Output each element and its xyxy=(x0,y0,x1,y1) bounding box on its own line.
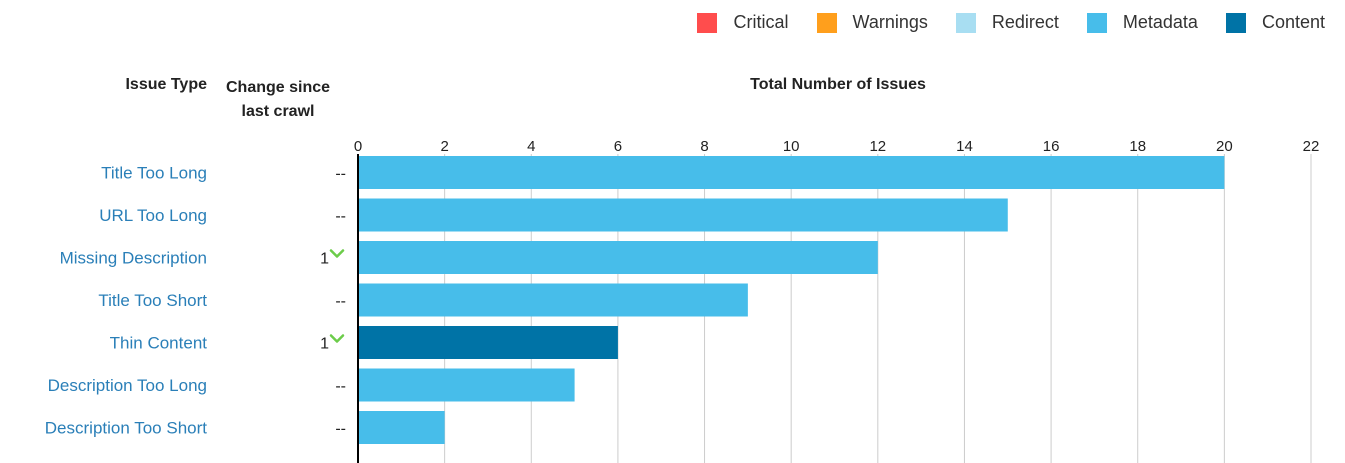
bar[interactable] xyxy=(358,368,575,402)
legend-item-redirect[interactable]: Redirect xyxy=(955,12,1059,33)
x-tick-label: 2 xyxy=(440,138,448,155)
issue-type-link[interactable]: Description Too Short xyxy=(45,419,207,438)
x-tick-label: 6 xyxy=(614,138,622,155)
change-value: -- xyxy=(335,293,346,310)
bar[interactable] xyxy=(358,326,618,359)
change-value: -- xyxy=(335,208,346,225)
issue-type-header: Issue Type xyxy=(125,76,207,93)
legend-swatch xyxy=(955,12,976,33)
change-header-line2: last crawl xyxy=(241,103,315,120)
x-tick-label: 20 xyxy=(1216,138,1233,155)
legend-label: Metadata xyxy=(1122,12,1198,32)
legend-label: Warnings xyxy=(852,12,928,32)
x-tick-label: 0 xyxy=(354,138,362,155)
change-value: -- xyxy=(335,166,346,183)
issue-type-link[interactable]: Missing Description xyxy=(60,249,207,268)
bar[interactable] xyxy=(358,156,1225,189)
chevron-down-icon xyxy=(329,249,345,258)
x-tick-label: 16 xyxy=(1043,138,1060,155)
chart-legend: Critical Warnings Redirect Metadata Content xyxy=(669,12,1325,33)
total-issues-header: Total Number of Issues xyxy=(750,76,926,93)
issue-type-link[interactable]: Description Too Long xyxy=(48,376,207,395)
change-since-header: Change since last crawl xyxy=(218,76,338,124)
x-tick-label: 22 xyxy=(1303,138,1320,155)
issue-type-link[interactable]: URL Too Long xyxy=(99,206,207,225)
legend-item-metadata[interactable]: Metadata xyxy=(1086,12,1198,33)
legend-swatch xyxy=(697,12,718,33)
chevron-down-icon xyxy=(329,334,345,343)
issue-type-link[interactable]: Title Too Short xyxy=(98,291,207,310)
issue-type-link[interactable]: Title Too Long xyxy=(101,164,207,183)
x-tick-label: 18 xyxy=(1129,138,1146,155)
x-tick-label: 12 xyxy=(869,138,886,155)
legend-swatch xyxy=(1086,12,1107,33)
bar[interactable] xyxy=(358,411,445,444)
legend-item-warnings[interactable]: Warnings xyxy=(816,12,928,33)
issue-type-link[interactable]: Thin Content xyxy=(110,334,208,353)
legend-label: Critical xyxy=(733,12,789,32)
bar[interactable] xyxy=(358,241,878,274)
change-value: -- xyxy=(335,378,346,395)
bar[interactable] xyxy=(358,283,748,317)
x-tick-label: 8 xyxy=(700,138,708,155)
change-header-line1: Change since xyxy=(225,79,331,96)
change-value: 1 xyxy=(320,251,329,268)
legend-swatch xyxy=(1225,12,1246,33)
bar[interactable] xyxy=(358,198,1008,232)
legend-label: Redirect xyxy=(991,12,1059,32)
x-tick-label: 4 xyxy=(527,138,535,155)
x-tick-label: 14 xyxy=(956,138,973,155)
change-value: -- xyxy=(335,421,346,438)
legend-swatch xyxy=(816,12,837,33)
change-value: 1 xyxy=(320,336,329,353)
legend-label: Content xyxy=(1261,12,1325,32)
legend-item-content[interactable]: Content xyxy=(1225,12,1325,33)
legend-item-critical[interactable]: Critical xyxy=(697,12,789,33)
x-tick-label: 10 xyxy=(783,138,800,155)
